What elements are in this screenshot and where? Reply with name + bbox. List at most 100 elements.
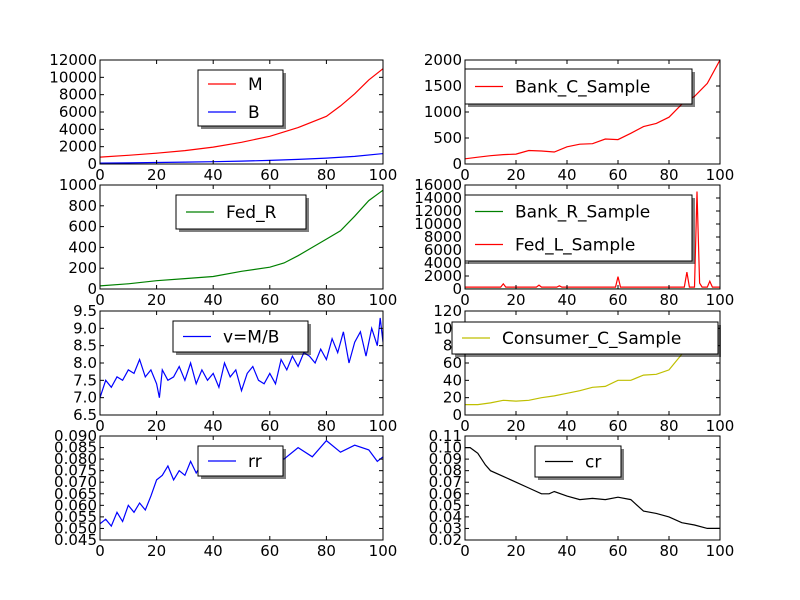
x-tick-label: 40: [557, 542, 576, 560]
series-line-1: [100, 189, 383, 287]
x-tick-label: 20: [506, 542, 525, 560]
y-tick-label: 2000: [424, 267, 462, 285]
y-tick-label: 2000: [424, 51, 462, 69]
x-tick-label: 40: [204, 542, 223, 560]
y-tick-label: 0.10: [429, 439, 462, 457]
x-tick-label: 0: [460, 166, 470, 184]
series-line-1: [465, 447, 720, 530]
legend-box: [534, 445, 622, 478]
y-tick-label: 0: [87, 155, 97, 173]
x-tick-label: 60: [608, 417, 627, 435]
y-tick-label: 0.060: [54, 496, 97, 514]
x-tick-label: 80: [659, 417, 678, 435]
y-tick-label: 0.08: [429, 462, 462, 480]
y-tick-label: 1500: [424, 77, 462, 95]
y-tick-label: 0.050: [54, 519, 97, 537]
y-tick-label: 0.070: [54, 473, 97, 491]
x-tick-label: 80: [317, 542, 336, 560]
y-tick-label: 10000: [414, 215, 462, 233]
legend: Consumer_C_Sample: [451, 321, 721, 357]
y-tick-label: 8.5: [73, 337, 97, 355]
y-tick-label: 20: [443, 389, 462, 407]
x-tick-label: 100: [706, 166, 735, 184]
legend-label: v=M/B: [223, 328, 279, 348]
y-tick-label: 120: [433, 302, 462, 320]
y-tick-label: 7.5: [73, 371, 97, 389]
x-tick-label: 100: [706, 542, 735, 560]
y-tick-label: 6000: [59, 103, 97, 121]
legend-label: Fed_R: [226, 203, 277, 223]
subplot-8: 0 20 40 60 80 100 0.020.030.040.050.060.070.08…: [429, 427, 735, 560]
x-tick-label: 80: [317, 417, 336, 435]
y-tick-label: 10000: [49, 68, 97, 86]
y-tick-label: 600: [68, 218, 97, 236]
x-tick-label: 60: [608, 291, 627, 309]
x-tick-label: 100: [706, 417, 735, 435]
x-tick-label: 60: [260, 166, 279, 184]
y-tick-label: 0.065: [54, 485, 97, 503]
y-tick-label: 0: [452, 280, 462, 298]
x-tick-label: 60: [608, 542, 627, 560]
y-tick-label: 0.080: [54, 450, 97, 468]
y-tick-label: 4000: [59, 120, 97, 138]
series-line-1: [465, 60, 720, 160]
series-line-2: [465, 191, 720, 288]
y-tick-label: 9.0: [73, 319, 97, 337]
y-tick-label: 400: [68, 238, 97, 256]
x-tick-label: 100: [369, 166, 398, 184]
x-tick-label: 40: [204, 417, 223, 435]
x-tick-label: 0: [95, 291, 105, 309]
y-tick-label: 0.02: [429, 531, 462, 549]
x-tick-label: 20: [506, 291, 525, 309]
y-tick-label: 4000: [424, 254, 462, 272]
x-tick-label: 40: [557, 166, 576, 184]
axes-frame: [99, 184, 384, 290]
y-tick-label: 8000: [59, 86, 97, 104]
x-tick-label: 60: [260, 417, 279, 435]
y-tick-label: 0: [87, 280, 97, 298]
subplot-1: 0 20 40 60 80 100020004000600080001000012000M…: [49, 51, 397, 184]
y-tick-label: 0.075: [54, 462, 97, 480]
legend-label: Consumer_C_Sample: [502, 329, 681, 349]
y-tick-label: 0.06: [429, 485, 462, 503]
x-tick-label: 20: [147, 542, 166, 560]
x-tick-label: 40: [204, 166, 223, 184]
legend: cr: [534, 445, 624, 480]
y-tick-label: 0.03: [429, 519, 462, 537]
x-tick-label: 0: [460, 417, 470, 435]
legend: Bank_C_Sample: [464, 68, 695, 107]
x-tick-label: 60: [260, 542, 279, 560]
y-tick-label: 0.045: [54, 531, 97, 549]
x-tick-label: 80: [317, 291, 336, 309]
y-tick-label: 0.05: [429, 496, 462, 514]
x-tick-label: 0: [95, 166, 105, 184]
y-tick-label: 0.055: [54, 508, 97, 526]
x-tick-label: 100: [706, 291, 735, 309]
y-tick-label: 0.085: [54, 439, 97, 457]
y-tick-label: 0: [452, 155, 462, 173]
x-tick-label: 40: [557, 417, 576, 435]
axes-frame: [99, 435, 384, 541]
subplot-5: 0 20 40 60 80 100 6.57.07.58.08.59.09.5 v=M/B: [73, 302, 397, 435]
subplot-7: 0 20 40 60 80 1000.0450.0500.0550.0600.0650.0…: [54, 427, 397, 560]
x-tick-label: 0: [460, 291, 470, 309]
legend-label: B: [248, 103, 260, 123]
y-tick-label: 0.04: [429, 508, 462, 526]
legend: Bank_R_Sample Fed_L_Sample: [464, 194, 695, 264]
series-line-1: [100, 317, 383, 398]
y-tick-label: 0.11: [429, 427, 462, 445]
y-tick-label: 60: [443, 354, 462, 372]
y-tick-label: 9.5: [73, 302, 97, 320]
y-tick-label: 16000: [414, 176, 462, 194]
legend-box: [451, 321, 719, 355]
legend: Fed_R: [175, 194, 309, 232]
x-tick-label: 20: [506, 166, 525, 184]
legend-label: Bank_R_Sample: [515, 203, 650, 223]
legend-box: [464, 194, 693, 262]
y-tick-label: 500: [433, 129, 462, 147]
x-tick-label: 20: [147, 291, 166, 309]
y-tick-label: 0.07: [429, 473, 462, 491]
y-tick-label: 12000: [49, 51, 97, 69]
